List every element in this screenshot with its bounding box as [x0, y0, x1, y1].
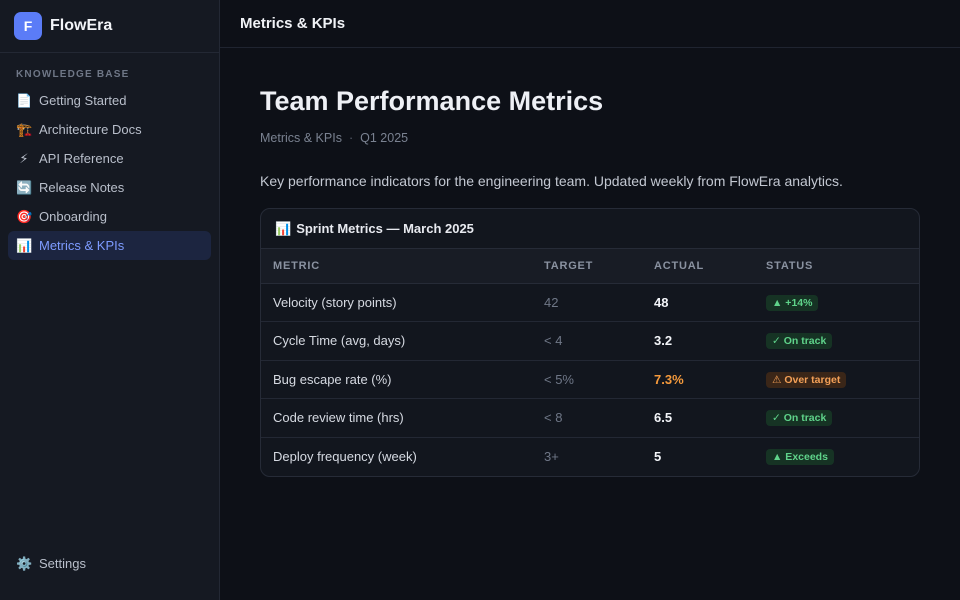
topbar: Metrics & KPIs [220, 0, 960, 48]
status-badge: ▲ +14% [766, 294, 819, 311]
column-header-metric: METRIC [261, 249, 532, 284]
brand-logo: F [14, 12, 42, 40]
sidebar-item-label: Settings [39, 556, 86, 571]
period-label: Q1 2025 [360, 131, 409, 145]
metrics-table: METRIC TARGET ACTUAL STATUS Velocity (st… [261, 249, 919, 476]
metrics-card: 📊 Sprint Metrics — March 2025 METRIC TAR… [260, 208, 920, 477]
actual-cell: 3.2 [642, 321, 754, 361]
main: Metrics & KPIs Team Performance Metrics … [220, 0, 960, 600]
sidebar-item-label: Release Notes [39, 180, 125, 195]
table-header-row: METRIC TARGET ACTUAL STATUS [261, 249, 919, 284]
gear-icon: ⚙️ [16, 555, 33, 571]
page-title: Team Performance Metrics [260, 86, 604, 116]
card-title: Sprint Metrics — March 2025 [296, 221, 474, 236]
actual-cell: 7.3% [642, 360, 754, 399]
sidebar-item-label: Architecture Docs [39, 122, 142, 137]
sidebar-bottom: ⚙️ Settings [0, 549, 219, 578]
target-cell: 3+ [544, 449, 559, 464]
table-row: Deploy frequency (week) 3+ 5 ▲ Exceeds [261, 437, 919, 476]
topbar-title: Metrics & KPIs [240, 15, 346, 32]
card-header: 📊 Sprint Metrics — March 2025 [261, 209, 919, 249]
brand[interactable]: F FlowEra [0, 0, 219, 53]
metric-cell: Velocity (story points) [261, 283, 532, 322]
document-icon: 📄 [16, 92, 33, 108]
column-header-target: TARGET [532, 249, 642, 284]
table-row: Velocity (story points) 42 48 ▲ +14% [261, 283, 919, 322]
status-badge: ✓ On track [766, 333, 833, 350]
sidebar-section-label: KNOWLEDGE BASE [16, 69, 130, 80]
status-cell: ▲ Exceeds [754, 437, 919, 476]
sidebar-item-api-reference[interactable]: ⚡ API Reference [8, 144, 211, 173]
status-badge: ⚠ Over target [766, 371, 847, 388]
sidebar-item-release-notes[interactable]: 🔄 Release Notes [8, 173, 211, 202]
sidebar-item-onboarding[interactable]: 🎯 Onboarding [8, 202, 211, 231]
status-cell: ⚠ Over target [754, 360, 919, 399]
metric-cell: Cycle Time (avg, days) [261, 321, 532, 361]
sidebar-item-label: API Reference [39, 151, 124, 166]
actual-cell: 5 [654, 449, 662, 464]
sidebar-item-label: Metrics & KPIs [39, 238, 125, 253]
target-cell: < 8 [532, 398, 642, 438]
metric-cell: Bug escape rate (%) [261, 360, 532, 399]
status-cell: ✓ On track [754, 398, 919, 438]
sidebar-item-metrics-kpis[interactable]: 📊 Metrics & KPIs [8, 231, 211, 260]
page-description: Key performance indicators for the engin… [260, 173, 843, 189]
status-cell: ✓ On track [754, 321, 919, 361]
metric-cell: Deploy frequency (week) [273, 449, 417, 464]
content: Team Performance Metrics Metrics & KPIs … [220, 48, 960, 477]
table-row: Code review time (hrs) < 8 6.5 ✓ On trac… [261, 398, 919, 438]
sidebar-item-architecture-docs[interactable]: 🏗️ Architecture Docs [8, 115, 211, 144]
sidebar: F FlowEra KNOWLEDGE BASE 📄 Getting Start… [0, 0, 220, 600]
table-row: Cycle Time (avg, days) < 4 3.2 ✓ On trac… [261, 321, 919, 361]
bar-chart-icon: 📊 [275, 220, 292, 236]
sidebar-item-label: Getting Started [39, 93, 127, 108]
lightning-icon: ⚡ [19, 150, 29, 166]
table-row: Bug escape rate (%) < 5% 7.3% ⚠ Over tar… [261, 360, 919, 399]
meta-separator: · [348, 131, 354, 145]
status-badge: ▲ Exceeds [766, 449, 834, 465]
page-meta: Metrics & KPIs · Q1 2025 [260, 131, 920, 145]
metric-cell: Code review time (hrs) [261, 398, 532, 438]
breadcrumb[interactable]: Metrics & KPIs [260, 131, 342, 145]
refresh-icon: 🔄 [16, 179, 33, 195]
target-icon: 🎯 [16, 208, 33, 224]
bar-chart-icon: 📊 [16, 237, 33, 253]
column-header-status: STATUS [754, 249, 919, 284]
construction-icon: 🏗️ [16, 121, 33, 137]
target-cell: 42 [532, 283, 642, 322]
sidebar-item-label: Onboarding [39, 209, 107, 224]
actual-cell: 6.5 [642, 398, 754, 438]
sidebar-item-getting-started[interactable]: 📄 Getting Started [8, 86, 211, 115]
status-cell: ▲ +14% [754, 283, 919, 322]
actual-cell: 48 [642, 283, 754, 322]
target-cell: < 5% [532, 360, 642, 399]
brand-name: FlowEra [50, 17, 113, 34]
sidebar-item-settings[interactable]: ⚙️ Settings [8, 549, 211, 578]
status-badge: ✓ On track [766, 410, 833, 427]
target-cell: < 4 [532, 321, 642, 361]
column-header-actual: ACTUAL [642, 249, 754, 284]
